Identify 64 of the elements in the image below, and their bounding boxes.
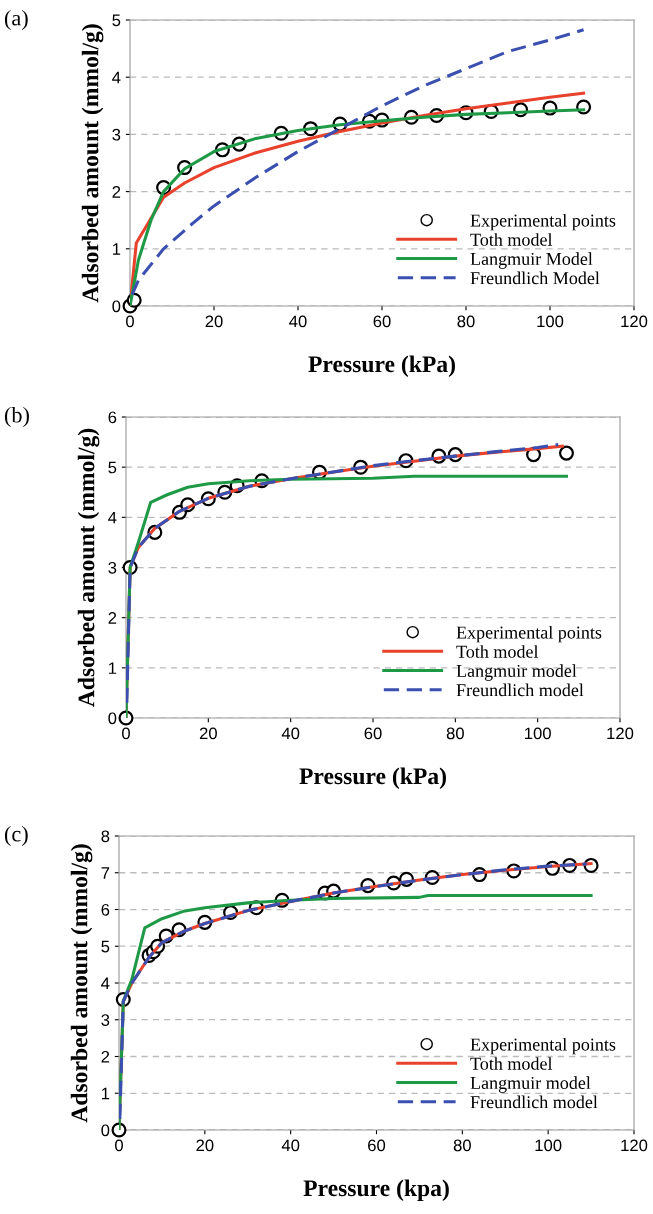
y-tick-label: 5 — [101, 940, 110, 953]
y-tick-label: 4 — [101, 977, 110, 990]
legend-label: Langmuir Model — [470, 252, 593, 269]
legend-label: Experimental points — [470, 1037, 616, 1055]
y-axis-title: Adsorbed amount (mmol/g) — [70, 844, 93, 1123]
legend-label: Toth model — [456, 645, 539, 658]
x-tick-label: 80 — [457, 315, 475, 328]
x-tick-label: 20 — [196, 1139, 214, 1152]
y-tick-label: 1 — [108, 662, 117, 674]
chart-title: (a) — [4, 9, 28, 31]
x-tick-label: 0 — [122, 727, 130, 740]
y-tick-label: 0 — [108, 712, 117, 725]
x-tick-label: 120 — [607, 727, 634, 740]
y-tick-label: 2 — [112, 186, 121, 198]
legend-label: Freundlich model — [470, 1095, 598, 1109]
chart-title: (b) — [4, 406, 29, 428]
x-tick-label: 40 — [281, 1139, 300, 1152]
y-tick-label: 2 — [101, 1050, 110, 1063]
x-axis-title: Pressure (kpa) — [303, 1179, 449, 1201]
legend-label: Freundlich Model — [470, 271, 600, 285]
x-tick-label: 80 — [453, 1139, 471, 1152]
y-tick-label: 5 — [112, 14, 121, 27]
y-tick-label: 0 — [112, 300, 121, 313]
y-tick-label: 1 — [112, 243, 121, 255]
x-tick-label: 20 — [205, 315, 223, 328]
x-tick-label: 60 — [364, 727, 382, 740]
y-axis-title: Adsorbed amount (mmol/g) — [77, 428, 100, 707]
y-tick-label: 4 — [112, 71, 121, 84]
x-axis-title: Pressure (kPa) — [308, 355, 455, 377]
x-tick-label: 100 — [537, 315, 564, 328]
x-tick-label: 40 — [289, 315, 307, 328]
x-tick-label: 100 — [525, 727, 551, 740]
y-tick-label: 7 — [101, 867, 110, 879]
x-tick-label: 0 — [126, 315, 134, 328]
legend-label: Toth model — [470, 233, 553, 246]
x-tick-label: 60 — [373, 315, 391, 328]
y-tick-label: 3 — [108, 561, 117, 574]
x-tick-label: 120 — [621, 315, 648, 328]
y-tick-label: 4 — [108, 511, 117, 524]
legend-label: Experimental points — [456, 625, 602, 643]
point — [558, 445, 574, 461]
x-axis-title: Pressure (kPa) — [299, 767, 446, 789]
x-tick-label: 80 — [446, 727, 464, 740]
chart-title: (c) — [4, 825, 28, 847]
y-tick-label: 2 — [108, 612, 117, 624]
y-tick-label: 0 — [101, 1124, 110, 1137]
x-tick-label: 20 — [199, 727, 217, 740]
legend-label: Langmuir model — [470, 1076, 591, 1093]
x-tick-label: 100 — [535, 1139, 562, 1152]
legend-label: Langmuir model — [456, 664, 577, 681]
x-tick-label: 40 — [281, 727, 300, 740]
y-tick-label: 3 — [101, 1014, 110, 1026]
legend-label: Freundlich model — [456, 683, 584, 697]
y-tick-label: 8 — [101, 830, 110, 843]
x-tick-label: 120 — [621, 1139, 648, 1152]
y-tick-label: 3 — [112, 128, 121, 141]
y-axis-title: Adsorbed amount (mmol/g) — [81, 24, 104, 303]
x-tick-label: 60 — [368, 1139, 386, 1152]
y-tick-label: 1 — [101, 1087, 110, 1100]
y-tick-label: 6 — [101, 903, 110, 916]
legend-label: Toth model — [470, 1057, 553, 1070]
legend-label: Experimental points — [470, 213, 616, 231]
y-tick-label: 6 — [108, 411, 117, 424]
y-tick-label: 5 — [108, 461, 117, 474]
